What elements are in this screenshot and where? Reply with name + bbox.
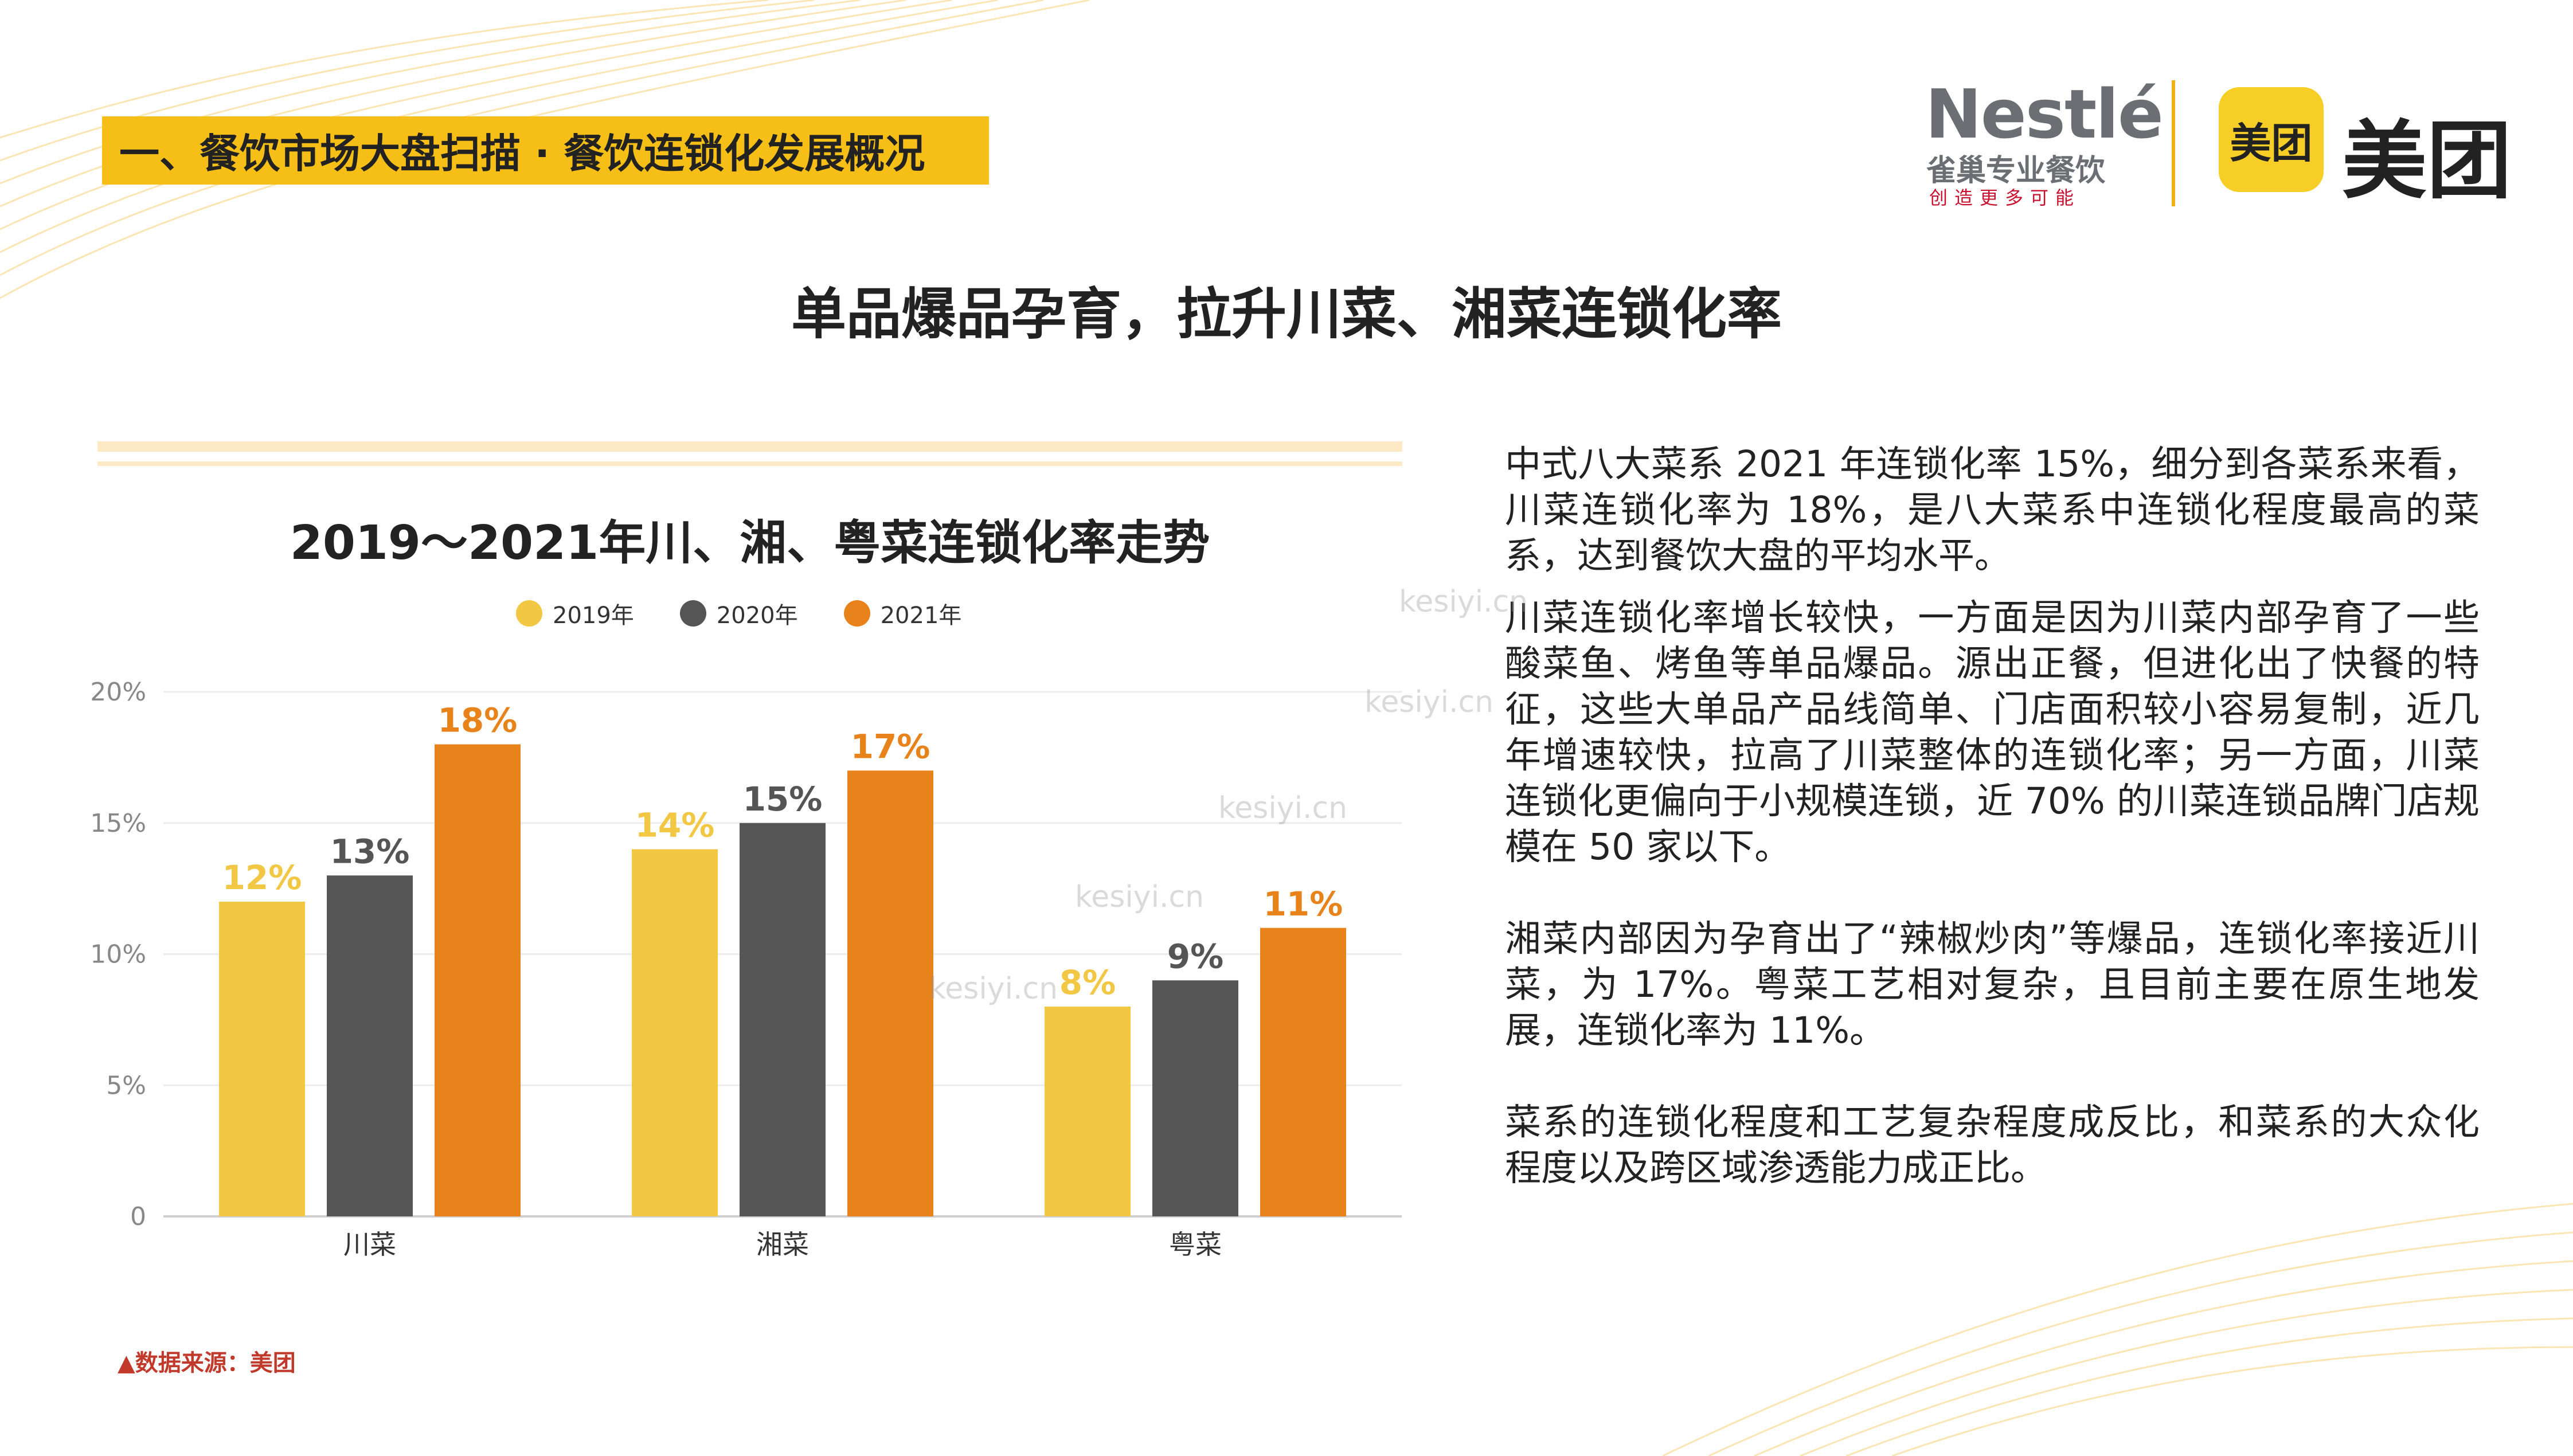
legend-item-2020: 2020年 <box>679 597 798 630</box>
y-tick-label: 15% <box>90 809 146 838</box>
bar <box>632 849 718 1216</box>
data-label: 18% <box>438 701 518 740</box>
chart-top-stripe <box>97 441 1402 452</box>
legend-label-2021: 2021年 <box>880 602 962 629</box>
bar <box>740 823 826 1216</box>
chart-top-stripe-thin <box>97 461 1402 466</box>
bar <box>1152 980 1238 1216</box>
data-label: 13% <box>330 832 410 871</box>
meituan-logo-badge: 美团 <box>2219 87 2324 192</box>
body-paragraph-4: 菜系的连锁化程度和工艺复杂程度成反比，和菜系的大众化程度以及跨区域渗透能力成正比… <box>1505 1101 2480 1189</box>
data-label: 17% <box>851 727 930 766</box>
legend-label-2019: 2019年 <box>553 602 634 629</box>
chart-legend: 2019年 2020年 2021年 <box>516 596 961 631</box>
bar <box>327 875 413 1216</box>
nestle-slogan: 创造更多可能 <box>1929 187 2081 209</box>
watermark: kesiyi.cn <box>929 972 1058 1006</box>
logo-area: Nestlé 雀巢专业餐饮 创造更多可能 美团 美团 <box>1903 63 2523 212</box>
x-tick-label: 川菜 <box>343 1229 396 1260</box>
nestle-cn-name: 雀巢专业餐饮 <box>1926 154 2106 188</box>
body-paragraph-2: 川菜连锁化率增长较快，一方面是因为川菜内部孕育了一些酸菜鱼、烤鱼等单品爆品。源出… <box>1505 597 2480 868</box>
meituan-logo-word: 美团 <box>2342 112 2512 210</box>
data-label: 15% <box>743 780 823 819</box>
logo-divider <box>2172 80 2175 206</box>
watermark: kesiyi.cn <box>1075 880 1205 914</box>
watermark: kesiyi.cn <box>1218 791 1348 825</box>
bar <box>219 902 305 1216</box>
watermark: kesiyi.cn <box>1399 585 1528 619</box>
y-tick-label: 5% <box>106 1071 146 1100</box>
data-label: 8% <box>1059 963 1116 1002</box>
data-source-note: ▲数据来源：美团 <box>118 1350 296 1376</box>
legend-label-2020: 2020年 <box>716 602 798 629</box>
x-tick-label: 粤菜 <box>1169 1229 1222 1260</box>
body-paragraph-3: 湘菜内部因为孕育出了“辣椒炒肉”等爆品，连锁化率接近川菜，为 17%。粤菜工艺相… <box>1505 918 2480 1051</box>
legend-swatch-2020 <box>679 600 706 627</box>
legend-item-2019: 2019年 <box>516 597 634 630</box>
legend-swatch-2019 <box>516 600 542 627</box>
body-paragraph-1: 中式八大菜系 2021 年连锁化率 15%，细分到各菜系来看，川菜连锁化率为 1… <box>1505 443 2480 577</box>
y-tick-label: 0 <box>130 1202 146 1231</box>
nestle-logo: Nestlé <box>1925 75 2164 154</box>
data-label: 12% <box>222 858 302 897</box>
y-tick-label: 10% <box>90 940 146 969</box>
watermark: kesiyi.cn <box>1364 685 1494 719</box>
data-label: 11% <box>1264 884 1343 923</box>
bar <box>847 770 933 1216</box>
data-label: 14% <box>635 806 715 845</box>
bar <box>1260 927 1346 1216</box>
legend-swatch-2021 <box>843 600 870 627</box>
bar-chart: 0 5% 10% 15% 20% 12% 13% 18% 川菜 14% 15% 17% 湘菜 8% 9% 11… <box>90 678 1402 1260</box>
legend-item-2021: 2021年 <box>843 597 962 630</box>
x-tick-label: 湘菜 <box>756 1229 809 1260</box>
page-headline: 单品爆品孕育，拉升川菜、湘菜连锁化率 <box>791 282 1782 346</box>
data-label: 9% <box>1167 937 1223 976</box>
y-tick-label: 20% <box>90 678 146 707</box>
chart-title: 2019～2021年川、湘、粤菜连锁化率走势 <box>290 516 1210 570</box>
bar <box>1045 1007 1131 1216</box>
section-tag: 一、餐饮市场大盘扫描 · 餐饮连锁化发展概况 <box>102 116 989 185</box>
body-text: 中式八大菜系 2021 年连锁化率 15%，细分到各菜系来看，川菜连锁化率为 1… <box>1505 441 2480 1237</box>
bar <box>435 744 521 1216</box>
